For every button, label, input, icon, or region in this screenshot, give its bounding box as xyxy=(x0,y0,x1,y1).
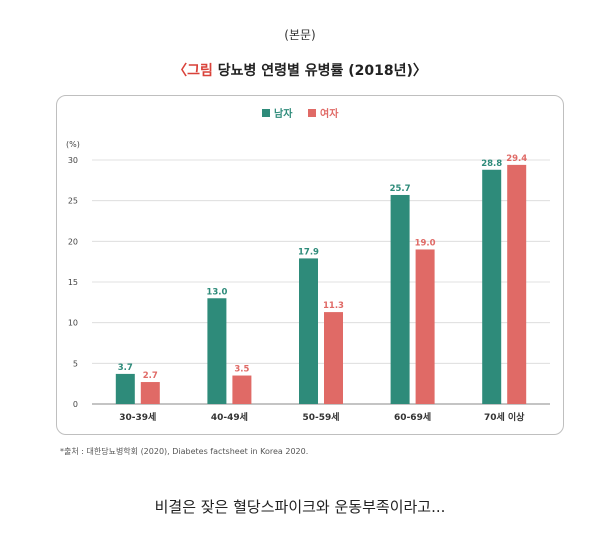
legend-swatch-male xyxy=(262,109,270,117)
data-label-female: 19.0 xyxy=(415,238,436,248)
data-label-female: 2.7 xyxy=(143,371,158,381)
x-tick-label: 50-59세 xyxy=(302,411,339,423)
bar-female xyxy=(507,164,527,404)
legend-label-male: 남자 xyxy=(274,107,293,120)
chart-frame xyxy=(56,95,564,435)
y-tick-label: 10 xyxy=(68,319,78,328)
y-axis-unit-label: (%) xyxy=(66,140,80,149)
data-label-male: 17.9 xyxy=(298,247,319,257)
data-label-female: 3.5 xyxy=(234,365,249,375)
y-tick-label: 25 xyxy=(68,197,78,206)
bar-female xyxy=(324,312,343,404)
body-caption: 비결은 잦은 혈당스파이크와 운동부족이라고... xyxy=(154,498,446,516)
y-tick-label: 20 xyxy=(68,237,78,246)
y-tick-label: 15 xyxy=(68,278,78,287)
data-label-female: 11.3 xyxy=(323,301,344,311)
y-tick-label: 5 xyxy=(73,359,78,368)
data-label-male: 3.7 xyxy=(118,363,133,373)
x-tick-label: 60-69세 xyxy=(394,411,431,423)
figure-title-main: 당뇨병 연령별 유병률 (2018년)〉 xyxy=(217,63,427,79)
bar-male xyxy=(207,298,227,404)
x-tick-label: 30-39세 xyxy=(119,411,156,423)
y-tick-label: 30 xyxy=(68,156,78,165)
legend-label-female: 여자 xyxy=(320,107,339,120)
bar-male xyxy=(390,194,410,404)
data-label-female: 29.4 xyxy=(506,154,527,164)
source-note: *출처 : 대한당뇨병학회 (2020), Diabetes factsheet… xyxy=(60,447,309,456)
data-label-male: 28.8 xyxy=(481,159,502,169)
data-label-male: 25.7 xyxy=(390,184,411,194)
section-label: (본문) xyxy=(284,28,316,42)
data-label-male: 13.0 xyxy=(206,287,227,297)
bar-female xyxy=(232,375,252,404)
legend-swatch-female xyxy=(308,109,316,117)
figure-title-prefix: 〈그림 xyxy=(173,63,213,79)
y-tick-label: 0 xyxy=(73,400,78,409)
bar-male xyxy=(482,169,502,404)
bar-female xyxy=(415,249,435,404)
bar-female xyxy=(140,382,160,404)
x-tick-label: 70세 이상 xyxy=(484,411,525,423)
x-tick-label: 40-49세 xyxy=(211,411,248,423)
bar-male xyxy=(299,258,318,404)
figure-title: 〈그림 당뇨병 연령별 유병률 (2018년)〉 xyxy=(0,60,600,80)
bar-male xyxy=(115,373,135,404)
